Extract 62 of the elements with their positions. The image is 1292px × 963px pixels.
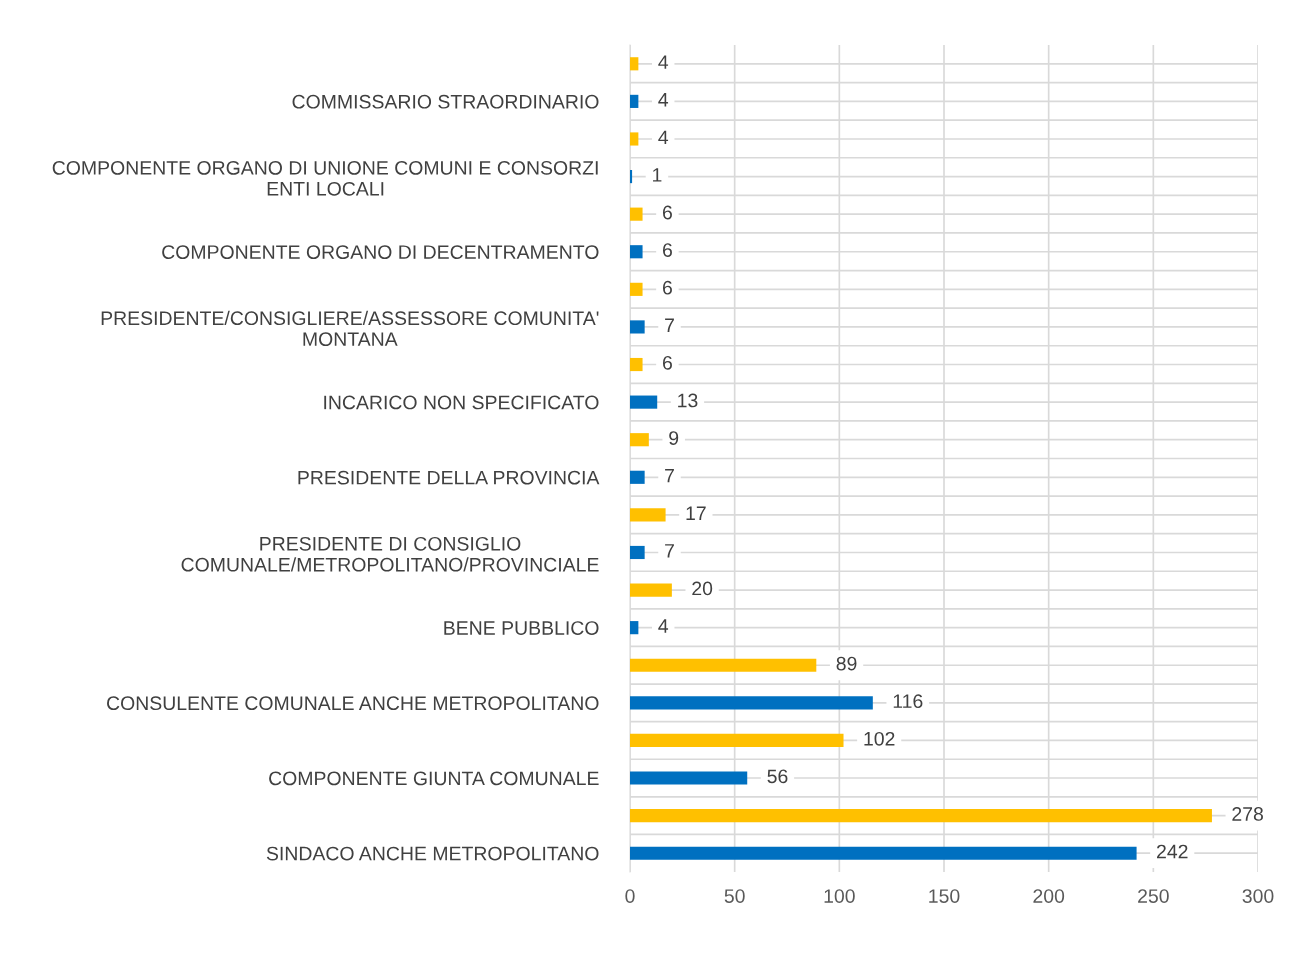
bar xyxy=(630,733,844,748)
bar xyxy=(630,696,873,710)
data-label: 56 xyxy=(767,769,788,784)
x-tick-label: 150 xyxy=(929,889,960,903)
bar xyxy=(630,94,639,108)
data-label: 4 xyxy=(658,619,669,633)
x-tick-label: 300 xyxy=(1242,889,1274,903)
data-label: 13 xyxy=(678,393,698,408)
x-tick-label: 50 xyxy=(724,889,745,903)
data-label: 4 xyxy=(658,93,669,107)
data-label: 4 xyxy=(658,55,669,69)
y-tick-label: PRESIDENTE DELLA PROVINCIA xyxy=(298,470,600,485)
x-tick-label: 250 xyxy=(1138,889,1169,903)
data-label: 89 xyxy=(836,656,857,671)
y-tick-label: CONSULENTE COMUNALE ANCHE METROPOLITANO xyxy=(107,696,599,711)
bar xyxy=(630,169,633,184)
data-label: 242 xyxy=(1157,844,1188,859)
y-tick-label: PRESIDENTE DI CONSIGLIO COMUNALE/METROPOLITANO/PROVINCIALE xyxy=(181,536,599,572)
data-label: 6 xyxy=(662,280,672,295)
bar xyxy=(630,583,672,597)
data-label: 7 xyxy=(665,544,674,558)
bar xyxy=(630,132,639,146)
x-tick-label: 200 xyxy=(1033,889,1065,903)
data-label: 7 xyxy=(665,468,674,483)
data-label: 6 xyxy=(662,355,672,370)
bar xyxy=(630,357,643,372)
y-tick-label: COMPONENTE ORGANO DI UNIONE COMUNI E CONSORZI ENTI LOCALI xyxy=(52,160,598,196)
y-tick-label: COMPONENTE GIUNTA COMUNALE xyxy=(269,771,599,786)
bar xyxy=(630,508,666,522)
data-label: 1 xyxy=(653,168,662,182)
x-tick-label: 100 xyxy=(824,889,855,903)
bar xyxy=(630,57,639,71)
bar xyxy=(630,545,645,560)
data-label: 6 xyxy=(662,243,672,257)
data-label: 7 xyxy=(665,318,674,332)
data-label: 17 xyxy=(686,506,706,520)
bar xyxy=(630,395,658,409)
y-tick-label: COMPONENTE ORGANO DI DECENTRAMENTO xyxy=(162,245,599,259)
bar xyxy=(630,433,649,447)
bar xyxy=(630,470,645,484)
bar xyxy=(630,809,1212,823)
data-label: 4 xyxy=(658,130,669,145)
y-tick-label: COMMISSARIO STRAORDINARIO xyxy=(292,94,599,109)
y-tick-label: PRESIDENTE/CONSIGLIERE/ASSESSORE COMUNITA' MONTANA xyxy=(101,310,599,347)
bar xyxy=(630,282,643,296)
y-tick-label: INCARICO NON SPECIFICATO xyxy=(324,395,599,410)
data-label: 278 xyxy=(1232,807,1263,821)
bar xyxy=(630,846,1137,860)
bar xyxy=(630,771,748,785)
bar xyxy=(630,320,645,334)
y-tick-label: SINDACO ANCHE METROPOLITANO xyxy=(266,846,599,861)
data-label: 116 xyxy=(893,694,923,709)
bar xyxy=(630,245,643,259)
bar xyxy=(630,621,639,635)
data-label: 102 xyxy=(864,731,895,746)
x-tick-label: 0 xyxy=(625,889,635,903)
data-label: 9 xyxy=(669,431,679,445)
data-label: 6 xyxy=(662,205,672,220)
data-label: 20 xyxy=(692,581,713,596)
bar xyxy=(630,658,817,672)
y-tick-label: BENE PUBBLICO xyxy=(444,621,599,635)
bar xyxy=(630,207,643,221)
